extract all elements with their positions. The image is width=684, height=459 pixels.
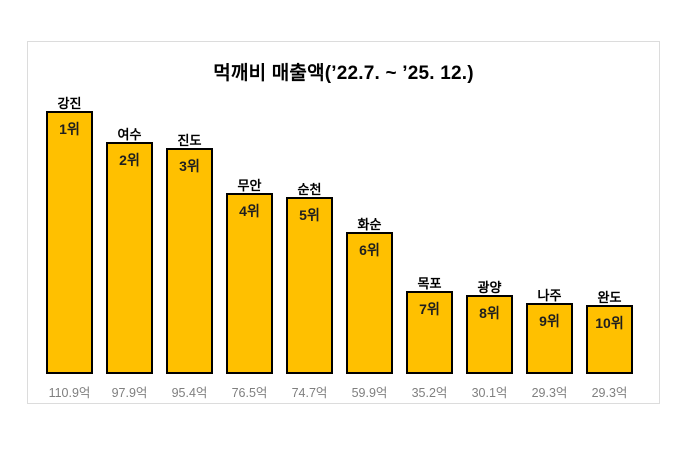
bar-category-label: 완도 xyxy=(597,290,622,305)
bar-rank-label: 2위 xyxy=(119,152,140,168)
bar-rank-label: 8위 xyxy=(479,305,500,321)
bar xyxy=(466,295,513,374)
bar-value-label: 30.1억 xyxy=(471,386,508,400)
bar-category-label: 나주 xyxy=(537,288,562,303)
bar-rank-label: 4위 xyxy=(239,203,260,219)
bar-value-label: 35.2억 xyxy=(411,386,448,400)
bar-category-label: 화순 xyxy=(357,217,382,232)
bar-category-label: 순천 xyxy=(297,182,322,197)
bar xyxy=(226,193,273,374)
bar-value-label: 74.7억 xyxy=(291,386,328,400)
bar-group: 무안 4위 76.5억 xyxy=(226,42,273,405)
bar-value-label: 29.3억 xyxy=(591,386,628,400)
bar-rank-label: 6위 xyxy=(359,242,380,258)
bar-group: 광양 8위 30.1억 xyxy=(466,42,513,405)
bar-value-label: 97.9억 xyxy=(111,386,148,400)
bar-group: 여수 2위 97.9억 xyxy=(106,42,153,405)
bar-value-label: 29.3억 xyxy=(531,386,568,400)
bar xyxy=(166,148,213,374)
bar-value-label: 59.9억 xyxy=(351,386,388,400)
bar-category-label: 광양 xyxy=(477,280,502,295)
bar-rank-label: 10위 xyxy=(595,315,624,331)
bar-group: 진도 3위 95.4억 xyxy=(166,42,213,405)
bar-group: 나주 9위 29.3억 xyxy=(526,42,573,405)
chart-frame: 먹깨비 매출액(’22.7. ~ ’25. 12.) 강진 1위 110.9억 여수 2… xyxy=(27,41,660,404)
bar-group: 완도 10위 29.3억 xyxy=(586,42,633,405)
bar-value-label: 95.4억 xyxy=(171,386,208,400)
bar-rank-label: 9위 xyxy=(539,313,560,329)
bar-category-label: 여수 xyxy=(117,127,142,142)
bar-rank-label: 5위 xyxy=(299,207,320,223)
bar-chart-plot-area: 강진 1위 110.9억 여수 2위 97.9억 진도 3위 95.4억 무안 4위 76.5억 순천 5… xyxy=(28,42,659,403)
bar-category-label: 강진 xyxy=(57,96,82,111)
bar-value-label: 76.5억 xyxy=(231,386,268,400)
bar xyxy=(586,305,633,374)
chart-title: 먹깨비 매출액(’22.7. ~ ’25. 12.) xyxy=(213,63,474,84)
bar-group: 순천 5위 74.7억 xyxy=(286,42,333,405)
bar xyxy=(406,291,453,374)
bar-rank-label: 1위 xyxy=(59,121,80,137)
bar-group: 화순 6위 59.9억 xyxy=(346,42,393,405)
bar xyxy=(46,111,93,374)
bar-category-label: 목포 xyxy=(417,276,442,291)
bar xyxy=(106,142,153,374)
bar-category-label: 진도 xyxy=(177,133,202,148)
bar-value-label: 110.9억 xyxy=(48,386,91,400)
bar-group: 목포 7위 35.2억 xyxy=(406,42,453,405)
bar-rank-label: 3위 xyxy=(179,158,200,174)
bar xyxy=(526,303,573,374)
bar xyxy=(286,197,333,374)
bar xyxy=(346,232,393,374)
bar-category-label: 무안 xyxy=(237,178,262,193)
bar-group: 강진 1위 110.9억 xyxy=(46,42,93,405)
bar-rank-label: 7위 xyxy=(419,301,440,317)
